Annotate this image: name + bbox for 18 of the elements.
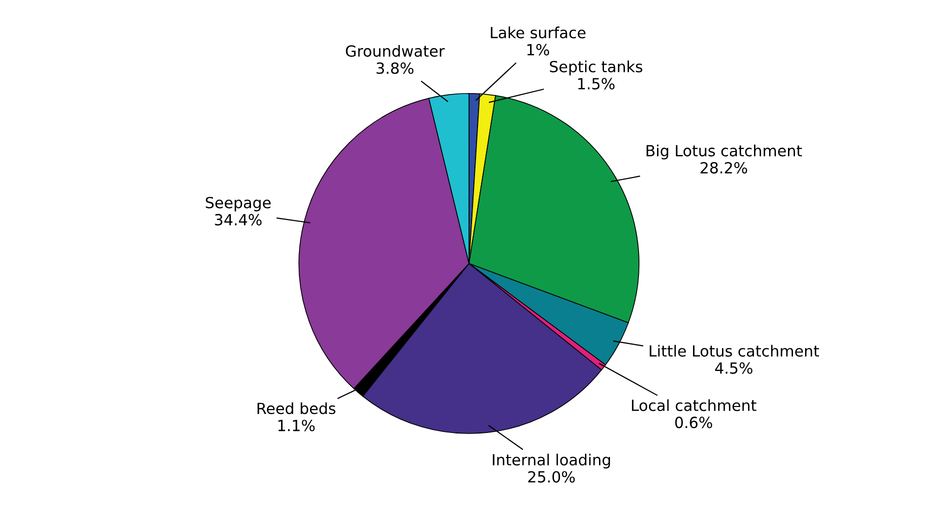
slice-label: Seepage	[206, 196, 271, 212]
data-label: 1.1%	[278, 420, 315, 432]
data-label: 28.2%	[700, 162, 748, 174]
data-label: 34.4%	[215, 214, 262, 226]
slice-label: Groundwater	[346, 45, 445, 57]
data-label: 3.8%	[376, 62, 414, 74]
slice-label: Lake surface	[490, 26, 586, 38]
slice-label: Internal loading	[492, 454, 610, 468]
slice-label: Little Lotus catchment	[650, 344, 820, 357]
data-label: 1.5%	[578, 78, 615, 90]
slice-label: Big Lotus catchment	[646, 144, 802, 160]
slice-label: Septic tanks	[550, 60, 642, 76]
data-label: 25.0%	[528, 471, 575, 483]
data-label: 0.6%	[675, 416, 712, 428]
data-label: 4.5%	[715, 362, 752, 374]
slice-label: Reed beds	[258, 402, 336, 414]
data-label: 1%	[527, 44, 550, 56]
slice-label: Local catchment	[632, 399, 756, 412]
